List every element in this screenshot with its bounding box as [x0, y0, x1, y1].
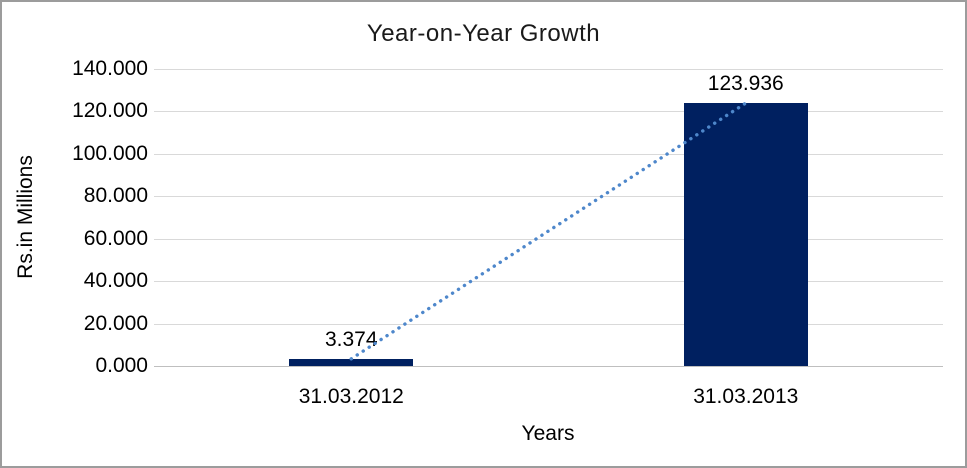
x-axis-title: Years [521, 422, 575, 445]
y-tick-label: 80.000 [83, 184, 148, 208]
y-tick-label: 100.000 [72, 141, 148, 165]
gridline [154, 281, 943, 282]
x-tick-label: 31.03.2012 [298, 385, 404, 408]
gridline [154, 196, 943, 197]
y-tick-label: 0.000 [95, 354, 148, 377]
gridline [154, 69, 943, 70]
y-tick-label: 60.000 [83, 226, 148, 250]
x-tick-label: 31.03.2013 [693, 385, 799, 408]
bar-value-label: 3.374 [324, 327, 378, 351]
gridline [154, 324, 943, 325]
gridline [154, 111, 943, 112]
bar-31.03.2012 [289, 358, 414, 366]
bar-value-label: 123.936 [707, 72, 784, 96]
y-tick-label: 140.000 [72, 57, 148, 80]
y-axis-title: Rs.in Millions [14, 155, 37, 279]
x-axis-line [154, 366, 943, 367]
y-tick-label: 120.000 [72, 99, 148, 123]
bar-31.03.2013 [683, 103, 808, 366]
gridline [154, 239, 943, 240]
gridline [154, 154, 943, 155]
y-tick-label: 40.000 [83, 269, 148, 293]
chart-title: Year-on-Year Growth [366, 20, 601, 47]
y-tick-label: 20.000 [83, 311, 148, 335]
